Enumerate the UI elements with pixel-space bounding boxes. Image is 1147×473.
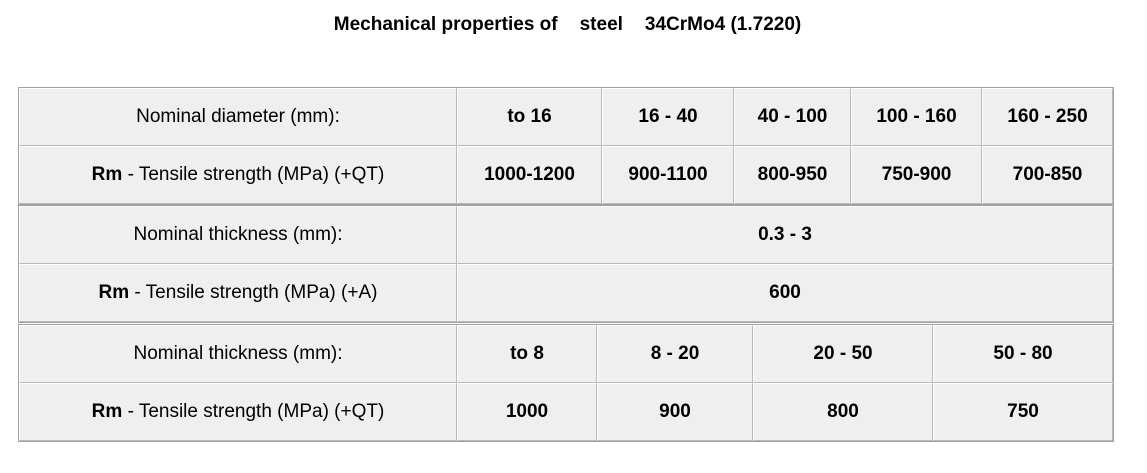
label-bold: Rm [91,164,123,185]
header-row: Nominal diameter (mm): to 16 16 - 40 40 - 1… [19,88,1113,146]
header-value: to 8 [457,325,597,383]
label-text: - Tensile strength (MPa) (+QT) [127,164,385,185]
row-label: Rm - Tensile strength (MPa) (+A) [19,264,457,322]
title-part: Mechanical properties of [333,14,558,35]
row-label: Rm - Tensile strength (MPa) (+QT) [19,146,457,204]
properties-table: Nominal diameter (mm): to 16 16 - 40 40 - 1… [18,87,1114,205]
header-value: 50 - 80 [933,325,1113,383]
cell-value: 900 [597,383,753,441]
header-value: 20 - 50 [753,325,933,383]
data-row: Rm - Tensile strength (MPa) (+A) 600 [19,264,1113,322]
header-value: 40 - 100 [734,88,851,146]
cell-value: 750-900 [851,146,982,204]
header-value: 0.3 - 3 [457,206,1113,264]
label-bold: Rm [91,401,123,422]
cell-value: 700-850 [982,146,1113,204]
cell-value: 750 [933,383,1113,441]
row-label: Nominal diameter (mm): [19,88,457,146]
label-text: - Tensile strength (MPa) (+QT) [127,401,385,422]
header-value: to 16 [457,88,602,146]
properties-table: Nominal thickness (mm): 0.3 - 3 Rm - Tensi… [18,205,1114,323]
title-part: steel [579,14,623,35]
cell-value: 800-950 [734,146,851,204]
label-text: - Tensile strength (MPa) (+A) [134,282,378,303]
row-label: Nominal thickness (mm): [19,206,457,264]
header-row: Nominal thickness (mm): 0.3 - 3 [19,206,1113,264]
header-value: 100 - 160 [851,88,982,146]
header-value: 160 - 250 [982,88,1113,146]
cell-value: 900-1100 [602,146,734,204]
header-value: 16 - 40 [602,88,734,146]
cell-value: 800 [753,383,933,441]
title: Mechanical properties of steel 34CrMo4 (1.… [0,14,1135,36]
header-value: 8 - 20 [597,325,753,383]
cell-value: 600 [457,264,1113,322]
row-label: Nominal thickness (mm): [19,325,457,383]
label-bold: Rm [98,282,130,303]
cell-value: 1000 [457,383,597,441]
row-label: Rm - Tensile strength (MPa) (+QT) [19,383,457,441]
data-row: Rm - Tensile strength (MPa) (+QT) 1000-12… [19,146,1113,204]
cell-value: 1000-1200 [457,146,602,204]
data-row: Rm - Tensile strength (MPa) (+QT) 1000 900… [19,383,1113,441]
title-part: 34CrMo4 (1.7220) [644,14,802,35]
